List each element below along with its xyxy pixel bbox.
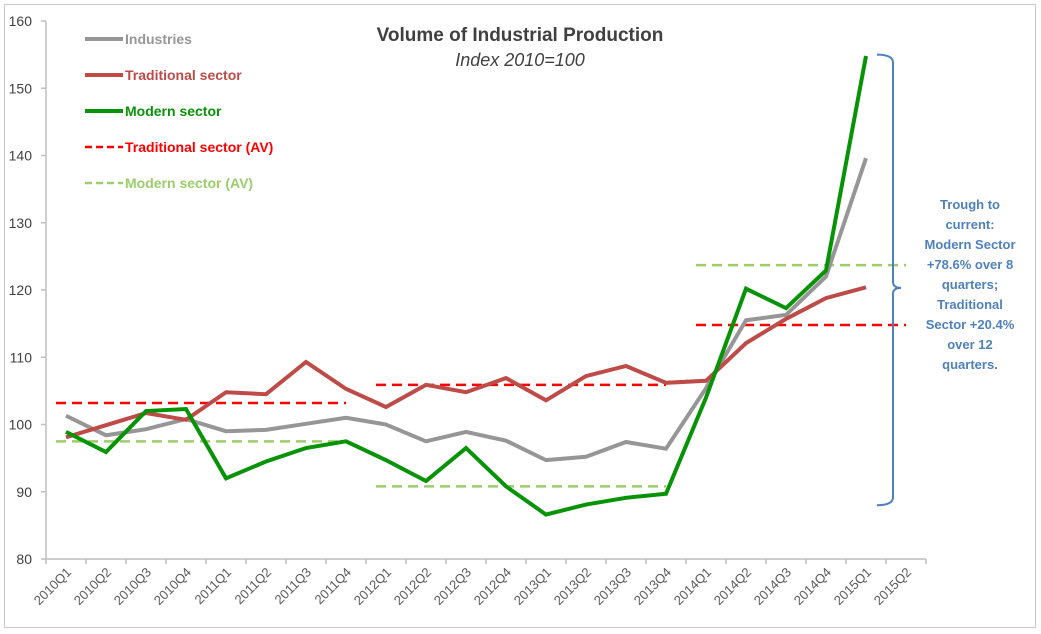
x-tick-label: 2014Q4	[791, 565, 834, 608]
series-modern-sector	[65, 55, 868, 517]
annotation-line: +78.6% over 8	[927, 257, 1013, 272]
x-tick-label: 2013Q1	[511, 565, 554, 608]
x-tick-label: 2010Q4	[151, 565, 194, 608]
y-tick-label: 110	[10, 349, 33, 365]
x-tick-label: 2011Q4	[311, 565, 354, 608]
legend-item: Traditional sector (AV)	[85, 139, 273, 155]
y-tick-label: 90	[16, 484, 32, 500]
y-tick-label: 80	[16, 551, 32, 567]
legend-label: Traditional sector	[125, 67, 242, 83]
x-tick-label: 2012Q2	[391, 565, 434, 608]
x-tick-label: 2014Q3	[751, 565, 794, 608]
x-tick-label: 2011Q3	[271, 565, 314, 608]
y-tick-label: 120	[9, 282, 33, 298]
annotation-line: quarters.	[942, 357, 998, 372]
x-tick-label: 2013Q2	[551, 565, 594, 608]
legend: Industries Traditional sector Modern secto…	[85, 31, 273, 191]
chart-subtitle: Index 2010=100	[455, 50, 585, 70]
annotation-line: over 12	[947, 337, 993, 352]
annotation-text: Trough to current: Modern Sector +78.6% ove…	[924, 197, 1015, 372]
x-tick-label: 2012Q3	[431, 565, 474, 608]
legend-label: Modern sector (AV)	[125, 175, 253, 191]
annotation: Trough to current: Modern Sector +78.6% ove…	[876, 53, 1016, 507]
y-tick-label: 140	[9, 148, 33, 164]
x-tick-label: 2010Q2	[71, 565, 114, 608]
annotation-line: current:	[945, 217, 994, 232]
legend-label: Traditional sector (AV)	[125, 139, 273, 155]
series-traditional-sector	[65, 285, 867, 440]
annotation-line: Modern Sector	[924, 237, 1015, 252]
annotation-line: quarters;	[942, 277, 998, 292]
x-tick-label: 2013Q4	[631, 565, 674, 608]
annotation-line: Trough to	[940, 197, 1000, 212]
y-tick-label: 160	[9, 13, 33, 29]
annotation-line: Traditional	[937, 297, 1003, 312]
x-tick-label: 2013Q3	[591, 565, 634, 608]
legend-item: Industries	[85, 31, 192, 47]
chart-title: Volume of Industrial Production	[377, 25, 664, 46]
annotation-line: Sector +20.4%	[926, 317, 1015, 332]
series-line	[65, 55, 868, 517]
x-tick-label: 2014Q1	[671, 565, 714, 608]
x-tick-label: 2012Q1	[351, 565, 394, 608]
legend-label: Modern sector	[125, 103, 222, 119]
x-tick-label: 2010Q1	[31, 565, 74, 608]
legend-item: Modern sector (AV)	[85, 175, 253, 191]
series-layer	[56, 55, 906, 517]
x-tick-label: 2011Q1	[191, 565, 234, 608]
legend-item: Traditional sector	[85, 67, 242, 83]
y-tick-label: 150	[9, 80, 33, 96]
x-tick-label: 2010Q3	[111, 565, 154, 608]
series-traditional-sector-av	[56, 323, 906, 405]
x-tick-label: 2012Q4	[471, 565, 514, 608]
x-tick-label: 2014Q2	[711, 565, 754, 608]
series-modern-sector-av	[56, 263, 906, 488]
x-tick-label: 2015Q2	[871, 565, 914, 608]
y-tick-label: 130	[9, 215, 33, 231]
series-line	[65, 157, 868, 463]
series-line	[65, 285, 867, 440]
series-industries	[65, 157, 868, 463]
bracket	[876, 53, 902, 507]
x-tick-label: 2015Q1	[831, 565, 874, 608]
legend-item: Modern sector	[85, 103, 222, 119]
chart-frame	[4, 4, 1036, 628]
legend-label: Industries	[125, 31, 192, 47]
x-tick-label: 2011Q2	[231, 565, 274, 608]
y-tick-label: 100	[9, 417, 33, 433]
